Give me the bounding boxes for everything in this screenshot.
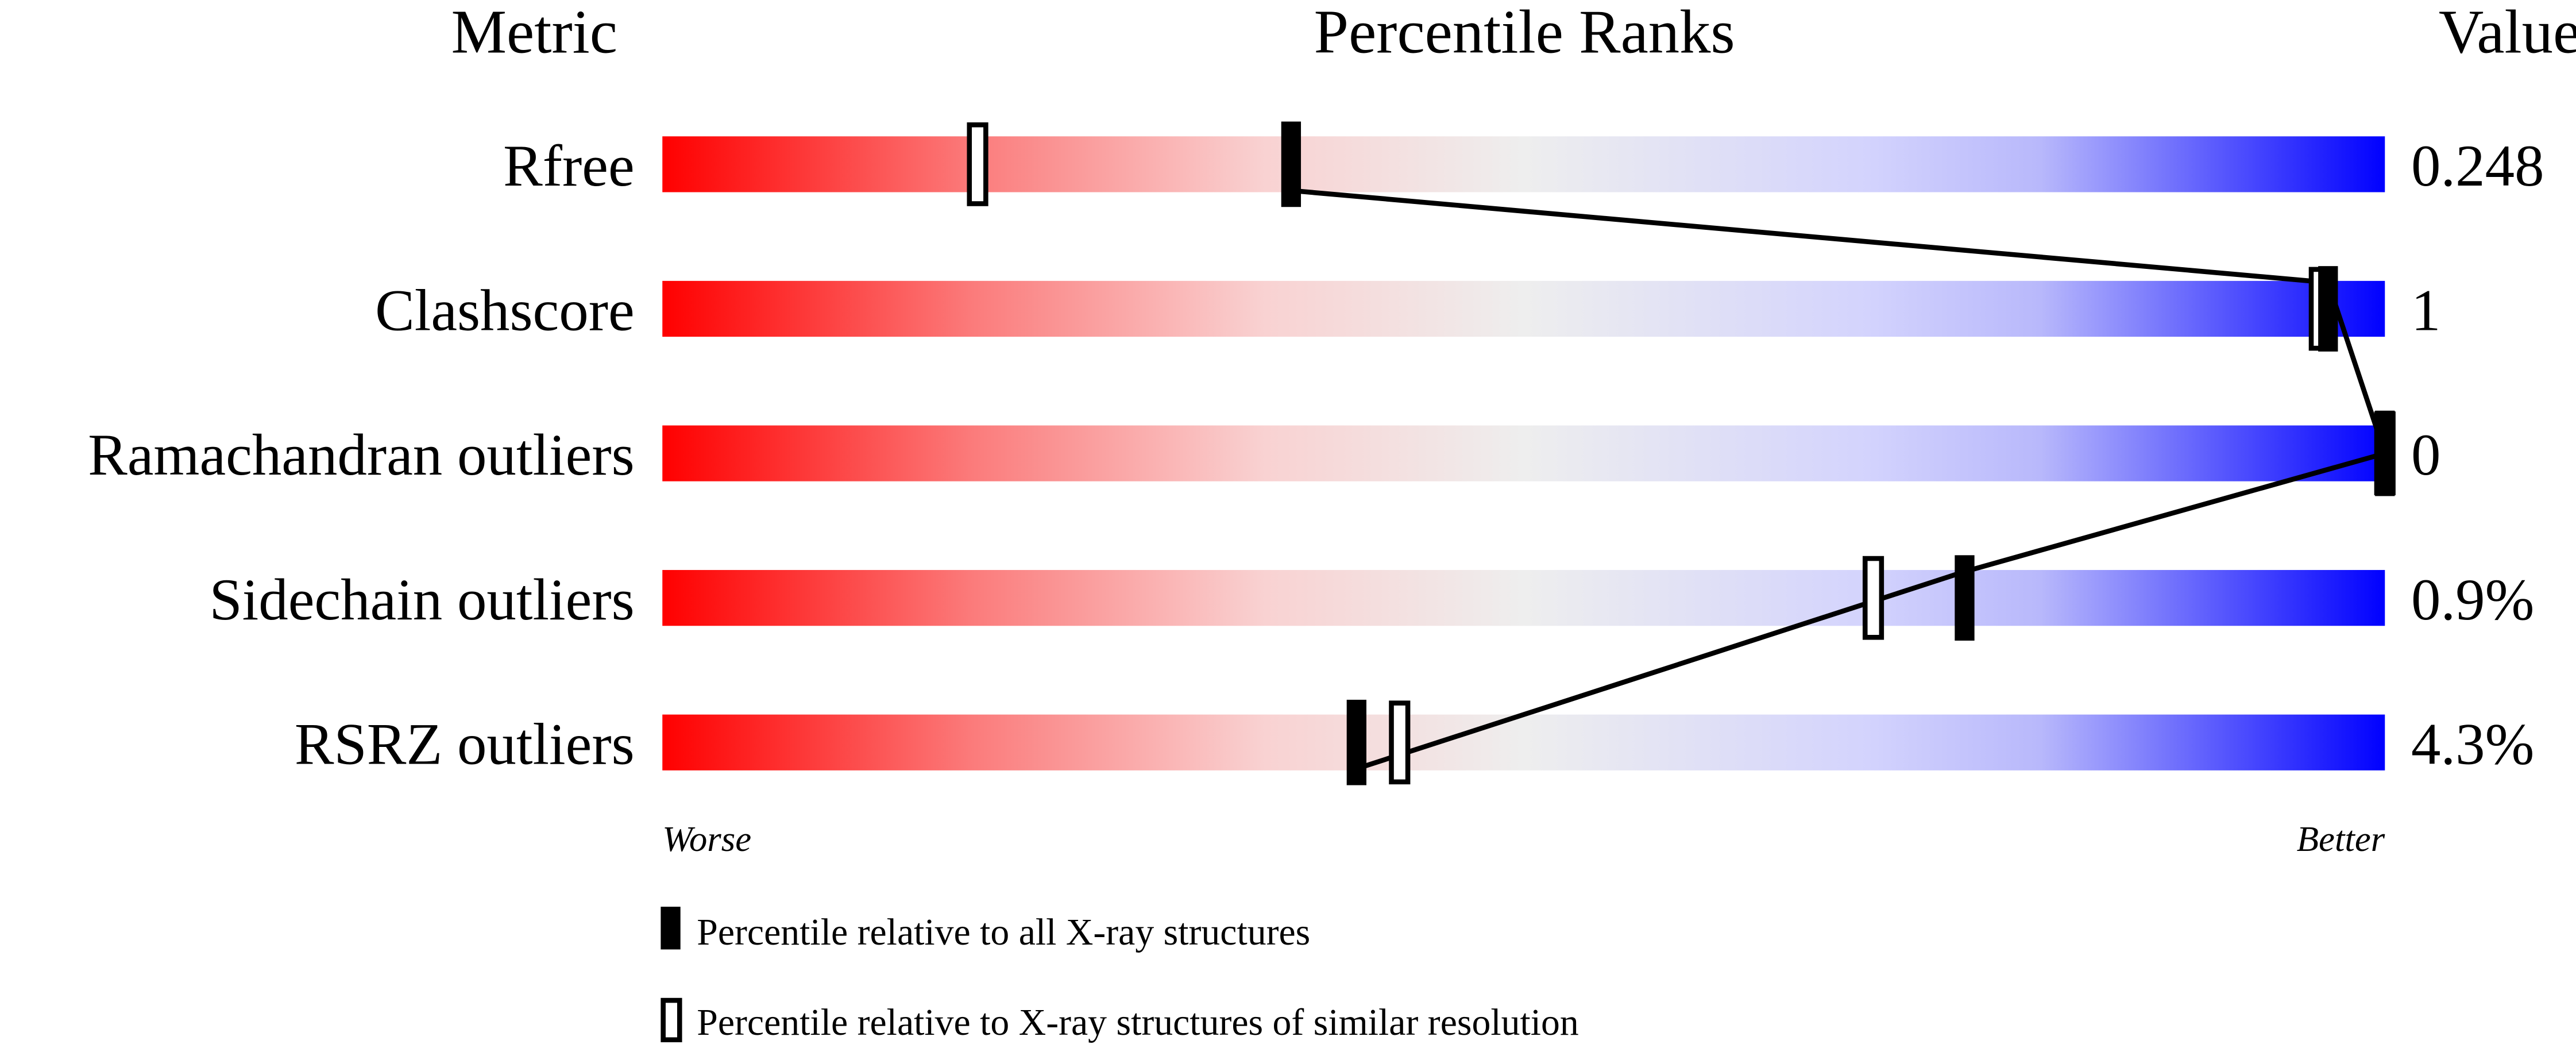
percentile-bar	[662, 425, 2385, 481]
metric-label: Sidechain outliers	[209, 567, 634, 633]
metric-label: RSRZ outliers	[295, 711, 635, 777]
header-percentile-ranks: Percentile Ranks	[1314, 0, 1735, 66]
axis-label-worse: Worse	[662, 819, 751, 859]
metric-label: Rfree	[503, 133, 635, 199]
marker-all-structures	[2318, 266, 2338, 352]
legend-open-label: Percentile relative to X-ray structures …	[697, 1001, 1578, 1043]
header-metric: Metric	[451, 0, 617, 66]
metric-label: Ramachandran outliers	[88, 422, 635, 488]
metric-value: 0.248	[2411, 133, 2544, 199]
metric-value: 4.3%	[2411, 711, 2534, 777]
marker-all-structures	[1346, 699, 1367, 785]
marker-all-structures	[1281, 121, 1301, 207]
marker-similar-resolution	[967, 122, 988, 206]
legend-filled-marker	[661, 907, 681, 950]
legend-filled-label: Percentile relative to all X-ray structu…	[697, 911, 1310, 953]
metric-value: 0	[2411, 422, 2440, 488]
metric-value: 1	[2411, 278, 2440, 344]
metric-value: 0.9%	[2411, 567, 2534, 633]
percentile-bar	[662, 136, 2385, 192]
percentile-bar	[662, 280, 2385, 337]
marker-all-structures	[2375, 410, 2395, 496]
percentile-bar	[662, 714, 2385, 770]
legend-open-marker	[661, 997, 682, 1042]
percentile-bar	[662, 570, 2385, 626]
marker-all-structures	[1955, 555, 1975, 641]
header-value: Value	[2439, 0, 2576, 66]
metric-label: Clashscore	[375, 278, 635, 344]
axis-label-better: Better	[2297, 819, 2385, 859]
marker-similar-resolution	[1862, 556, 1884, 640]
marker-similar-resolution	[1389, 700, 1411, 785]
